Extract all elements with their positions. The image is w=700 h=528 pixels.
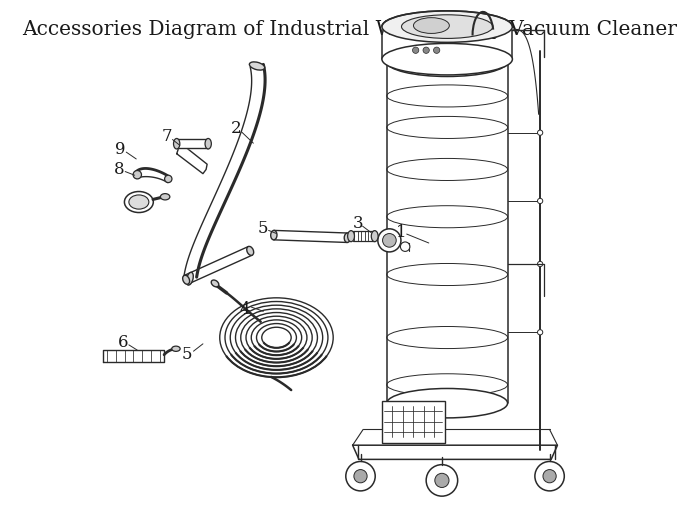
Circle shape: [354, 469, 367, 483]
Ellipse shape: [186, 250, 251, 280]
Ellipse shape: [174, 138, 180, 149]
Circle shape: [423, 47, 429, 53]
Ellipse shape: [387, 47, 508, 77]
Polygon shape: [176, 144, 207, 174]
Circle shape: [378, 229, 401, 252]
Ellipse shape: [246, 247, 253, 256]
Polygon shape: [176, 139, 208, 148]
Ellipse shape: [402, 15, 493, 39]
Bar: [382, 401, 444, 442]
Circle shape: [538, 130, 542, 135]
Text: 7: 7: [162, 128, 172, 145]
Ellipse shape: [249, 62, 265, 70]
Ellipse shape: [160, 194, 170, 200]
Text: Accessories Diagram of Industrial Wet and Dry Vacuum Cleaner: Accessories Diagram of Industrial Wet an…: [22, 20, 678, 39]
Circle shape: [538, 199, 542, 204]
Ellipse shape: [205, 138, 211, 149]
Ellipse shape: [371, 231, 378, 242]
Circle shape: [538, 261, 542, 267]
Polygon shape: [353, 445, 557, 459]
Circle shape: [535, 461, 564, 491]
Ellipse shape: [414, 17, 449, 33]
Ellipse shape: [186, 272, 193, 285]
Circle shape: [538, 329, 542, 335]
Ellipse shape: [382, 11, 512, 42]
Circle shape: [426, 465, 458, 496]
Polygon shape: [103, 350, 164, 362]
Circle shape: [543, 469, 556, 483]
Text: 3: 3: [353, 214, 363, 232]
Circle shape: [383, 233, 396, 247]
Ellipse shape: [211, 280, 219, 287]
Text: 5: 5: [258, 220, 268, 237]
Circle shape: [346, 461, 375, 491]
Circle shape: [412, 47, 419, 53]
Ellipse shape: [183, 275, 190, 284]
Ellipse shape: [129, 195, 149, 209]
Text: 1: 1: [395, 224, 406, 241]
Ellipse shape: [387, 389, 508, 418]
Ellipse shape: [133, 171, 141, 179]
Text: 4: 4: [239, 301, 251, 318]
Ellipse shape: [344, 233, 351, 242]
Ellipse shape: [271, 230, 277, 240]
Circle shape: [435, 473, 449, 487]
Circle shape: [433, 47, 440, 53]
Ellipse shape: [172, 346, 180, 351]
Ellipse shape: [125, 192, 153, 213]
Text: 8: 8: [113, 161, 124, 178]
Text: 6: 6: [118, 334, 128, 351]
Text: 9: 9: [115, 141, 125, 158]
Text: 5: 5: [182, 346, 192, 363]
Ellipse shape: [382, 43, 512, 75]
Ellipse shape: [348, 231, 354, 242]
Text: 2: 2: [231, 120, 241, 137]
Circle shape: [400, 242, 410, 251]
Polygon shape: [274, 230, 347, 242]
Ellipse shape: [164, 175, 172, 183]
